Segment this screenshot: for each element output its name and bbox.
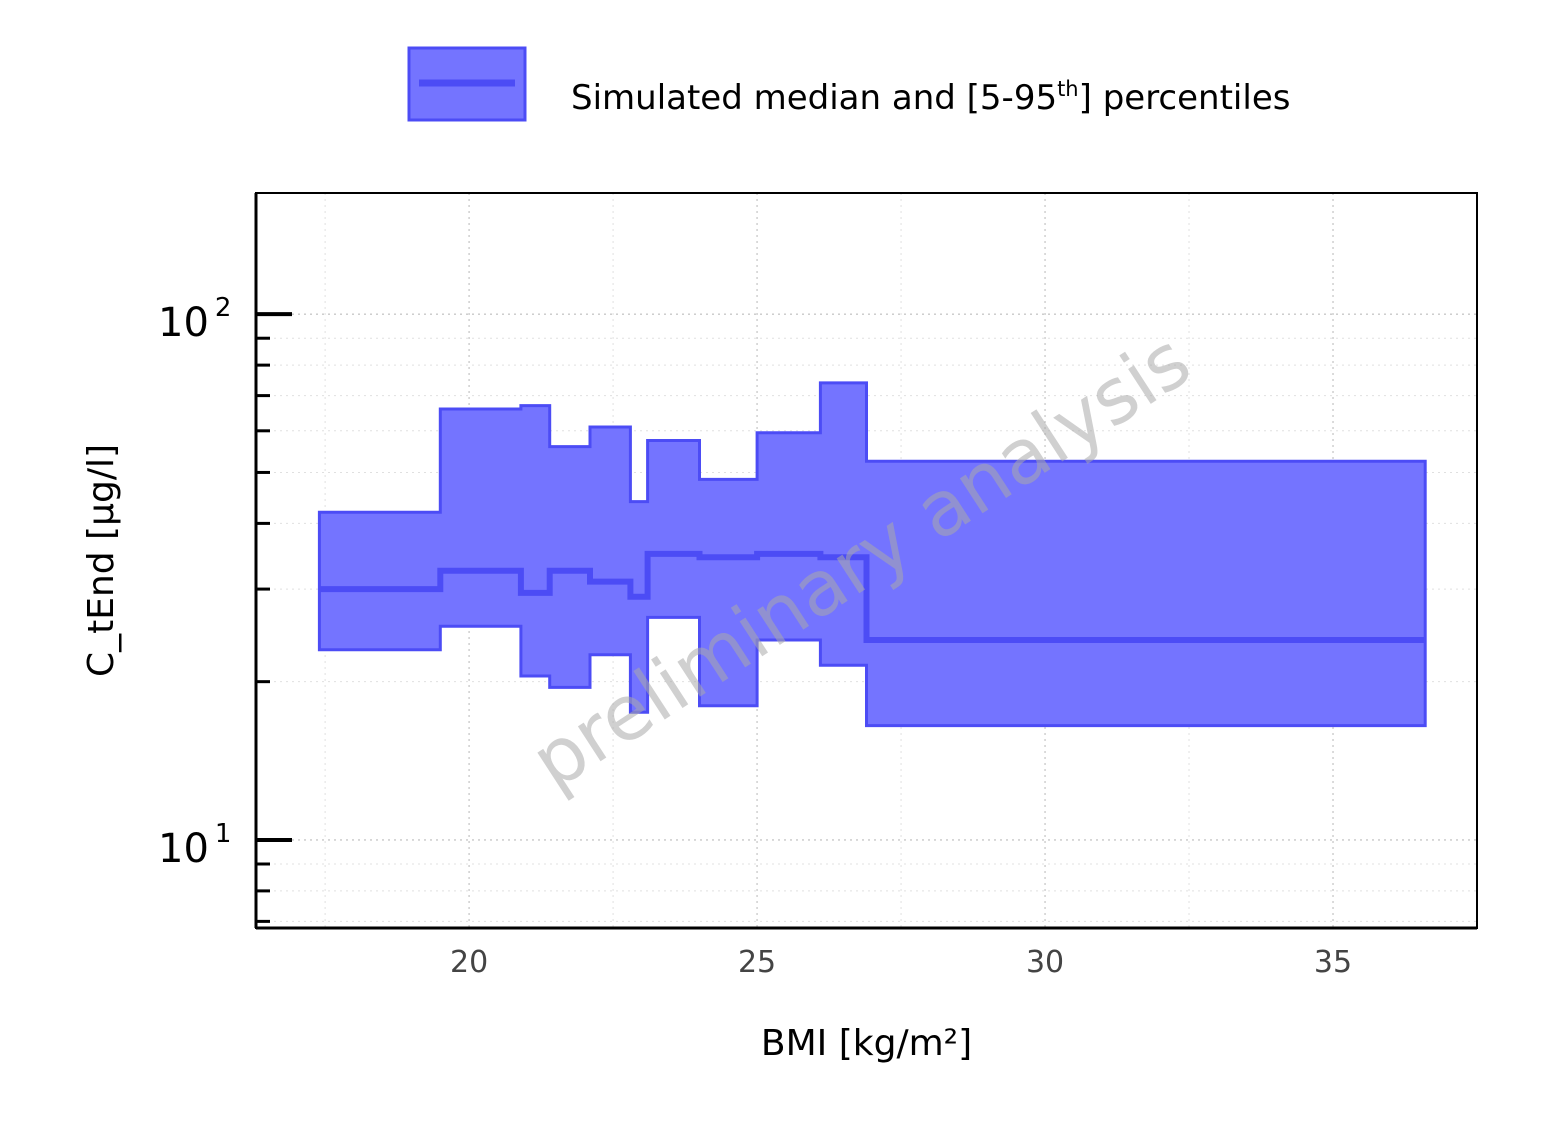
- y-axis-label: C_tEnd [µg/l]: [81, 444, 122, 677]
- y-tick-label-1: 10 2: [158, 293, 231, 346]
- y-tick-label-0: 10 1: [158, 819, 231, 872]
- axes-layer: [254, 192, 1478, 930]
- median-layer: [319, 550, 1426, 643]
- legend: Simulated median and [5-95th] percentile…: [407, 46, 1290, 122]
- x-tick-label-2: 30: [1026, 945, 1064, 980]
- median-line: [319, 550, 1426, 643]
- x-tick-label-1: 25: [738, 945, 776, 980]
- legend-label-sup: th: [1057, 77, 1079, 101]
- x-axis-label: BMI [kg/m²]: [761, 1023, 972, 1064]
- legend-label: Simulated median and [5-95th] percentile…: [571, 77, 1290, 118]
- legend-label-main: Simulated median and [5-95: [571, 78, 1057, 118]
- x-tick-label-3: 35: [1314, 945, 1352, 980]
- x-tick-labels: 20 25 30 35: [450, 945, 1352, 980]
- x-tick-label-0: 20: [450, 945, 488, 980]
- legend-label-end: ] percentiles: [1079, 78, 1291, 118]
